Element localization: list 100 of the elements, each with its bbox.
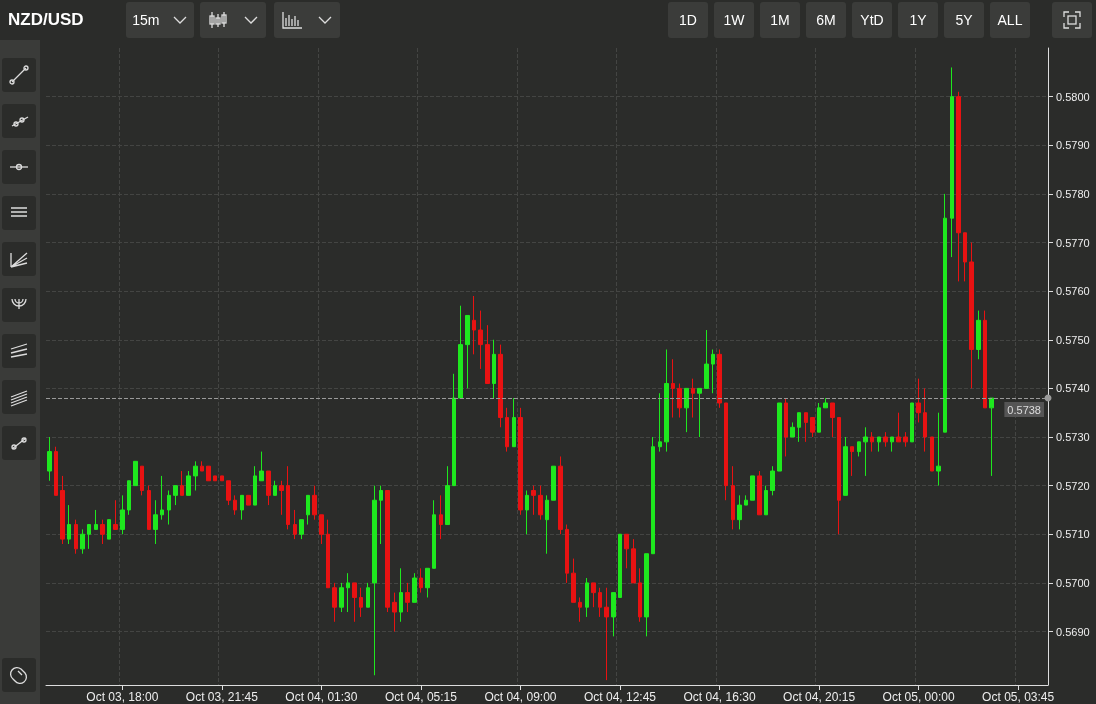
candlestick bbox=[757, 470, 762, 516]
candlestick bbox=[47, 436, 52, 482]
candlestick bbox=[545, 494, 549, 555]
candlestick bbox=[936, 412, 941, 487]
candlestick bbox=[94, 509, 98, 530]
candlestick bbox=[100, 519, 105, 545]
candlestick bbox=[405, 582, 410, 613]
candlestick bbox=[312, 485, 317, 521]
text: 5Y bbox=[944, 2, 984, 38]
candlestick bbox=[439, 494, 443, 540]
candlestick bbox=[226, 480, 231, 506]
candlestick bbox=[432, 499, 436, 569]
candlestick bbox=[830, 402, 835, 438]
candlestick bbox=[518, 407, 523, 516]
candlestick bbox=[67, 504, 71, 545]
candlestick bbox=[976, 310, 981, 360]
candlestick bbox=[525, 490, 529, 535]
candlestick bbox=[837, 417, 841, 535]
candlestick bbox=[465, 314, 470, 389]
chart-title: NZD/USD bbox=[8, 10, 84, 30]
candlestick bbox=[492, 339, 496, 399]
candlestick bbox=[279, 480, 284, 516]
candlestick bbox=[512, 397, 516, 448]
candlestick bbox=[220, 475, 224, 482]
candlestick bbox=[618, 533, 622, 598]
candlestick bbox=[658, 392, 662, 453]
candlestick bbox=[186, 470, 191, 496]
candlestick bbox=[293, 509, 297, 540]
candlestick bbox=[764, 485, 768, 516]
x-tick-label: Oct 04, 05:15 bbox=[384, 690, 458, 704]
text: 1M bbox=[760, 2, 800, 38]
candlestick bbox=[472, 295, 476, 355]
candlestick bbox=[989, 397, 994, 477]
text: YtD bbox=[852, 2, 892, 38]
candlestick bbox=[107, 519, 111, 540]
candlestick bbox=[624, 533, 629, 569]
candlestick bbox=[963, 232, 967, 282]
candlestick bbox=[983, 310, 987, 409]
candlestick bbox=[385, 490, 390, 613]
candlestick bbox=[903, 431, 908, 448]
x-tick-label: Oct 04, 01:30 bbox=[285, 690, 358, 704]
y-tick-label: 0.5700 bbox=[1056, 576, 1090, 589]
text: 6M bbox=[806, 2, 846, 38]
candlestick bbox=[87, 524, 91, 550]
candlestick bbox=[883, 431, 888, 448]
candlestick bbox=[246, 494, 251, 506]
candlestick bbox=[731, 465, 735, 530]
candlestick bbox=[870, 431, 874, 453]
candlestick bbox=[910, 402, 914, 443]
candlestick bbox=[969, 242, 974, 389]
candlestick bbox=[750, 475, 755, 501]
text: 1D bbox=[668, 2, 708, 38]
candlestick bbox=[326, 519, 330, 589]
candlestick bbox=[711, 348, 715, 394]
candlestick bbox=[346, 572, 350, 613]
candlestick bbox=[233, 494, 237, 516]
candlestick bbox=[850, 446, 854, 477]
candlestick bbox=[585, 577, 589, 618]
candlestick bbox=[631, 538, 636, 584]
x-tick-label: Oct 03, 21:45 bbox=[185, 690, 259, 704]
candlestick bbox=[684, 387, 689, 433]
candlestick bbox=[890, 436, 894, 453]
candlestick bbox=[671, 358, 675, 419]
y-tick-label: 0.5690 bbox=[1056, 625, 1090, 638]
candlestick bbox=[452, 373, 456, 487]
candlestick bbox=[823, 397, 828, 409]
candlestick bbox=[478, 310, 483, 370]
candlestick bbox=[790, 421, 795, 438]
candlestick bbox=[193, 460, 198, 491]
candlestick bbox=[299, 519, 304, 540]
candlestick bbox=[857, 441, 861, 457]
x-tick-label: Oct 04, 12:45 bbox=[583, 690, 657, 704]
candlestick bbox=[770, 465, 775, 496]
candlestick bbox=[644, 553, 649, 637]
candlestick bbox=[784, 397, 788, 457]
candlestick bbox=[273, 480, 277, 496]
candlestick bbox=[877, 436, 881, 453]
candlestick bbox=[359, 587, 363, 618]
candlestick bbox=[352, 582, 357, 623]
legend-label: 0.5738 bbox=[1007, 403, 1041, 416]
y-tick-label: 0.5720 bbox=[1056, 479, 1090, 492]
candlestick bbox=[565, 524, 569, 584]
candlestick bbox=[578, 596, 582, 623]
candlestick bbox=[571, 558, 576, 603]
candlestick bbox=[810, 417, 815, 438]
candlestick bbox=[638, 567, 642, 623]
candlestick bbox=[379, 485, 383, 545]
y-tick-label: 0.5780 bbox=[1056, 187, 1090, 200]
candlestick bbox=[74, 519, 78, 555]
candlestick bbox=[60, 475, 65, 545]
candlestick bbox=[458, 305, 463, 399]
candlestick bbox=[697, 387, 702, 438]
candlestick bbox=[160, 475, 164, 521]
x-tick-label: Oct 04, 09:00 bbox=[484, 690, 557, 704]
candlestick bbox=[664, 348, 669, 453]
candlestick bbox=[319, 514, 324, 545]
text: 15m bbox=[132, 12, 160, 28]
candlestick bbox=[923, 387, 927, 453]
candlestick bbox=[704, 329, 709, 389]
candlestick bbox=[419, 567, 423, 594]
